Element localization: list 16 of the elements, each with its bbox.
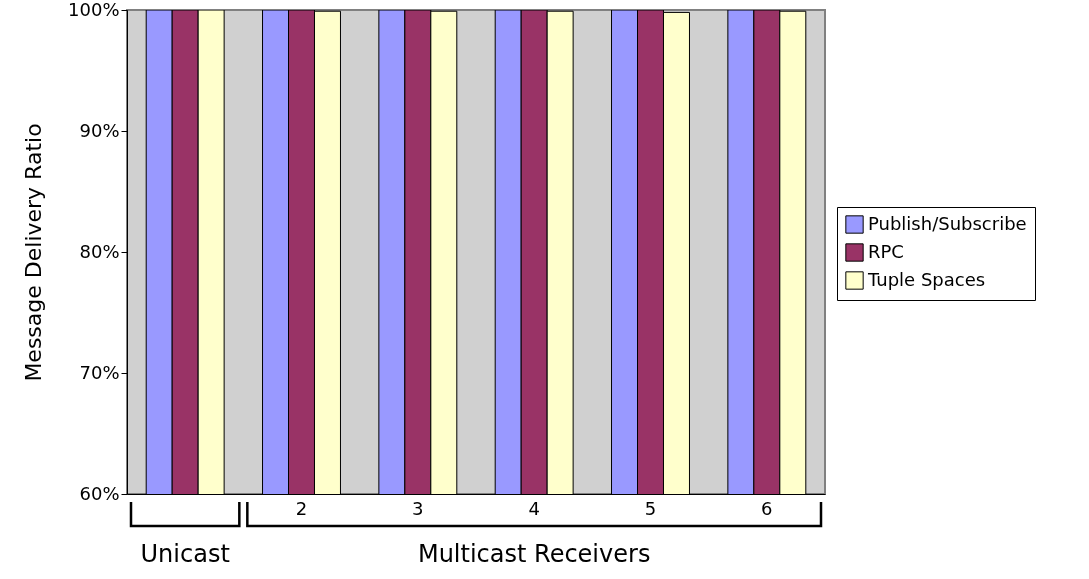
- y-tick-label: 70%: [79, 361, 120, 383]
- y-tick-label: 60%: [79, 482, 120, 504]
- legend-label: Tuple Spaces: [867, 268, 986, 290]
- legend-label: RPC: [868, 240, 904, 262]
- x-tick-label: 2: [295, 497, 308, 519]
- x-tick-label: 5: [644, 497, 657, 519]
- y-tick-label: 90%: [79, 119, 120, 141]
- text: Multicast Receivers: [417, 540, 651, 568]
- y-axis-title: Message Delivery Ratio: [21, 123, 47, 382]
- x-tick-label: 3: [412, 497, 424, 519]
- legend-label: Publish/Subscribe: [868, 212, 1027, 234]
- x-tick-label: 6: [761, 497, 773, 519]
- y-tick-label: 80%: [79, 240, 120, 262]
- text: Unicast: [140, 540, 230, 568]
- y-tick-label: 100%: [68, 0, 120, 20]
- x-tick-label: 4: [528, 497, 540, 519]
